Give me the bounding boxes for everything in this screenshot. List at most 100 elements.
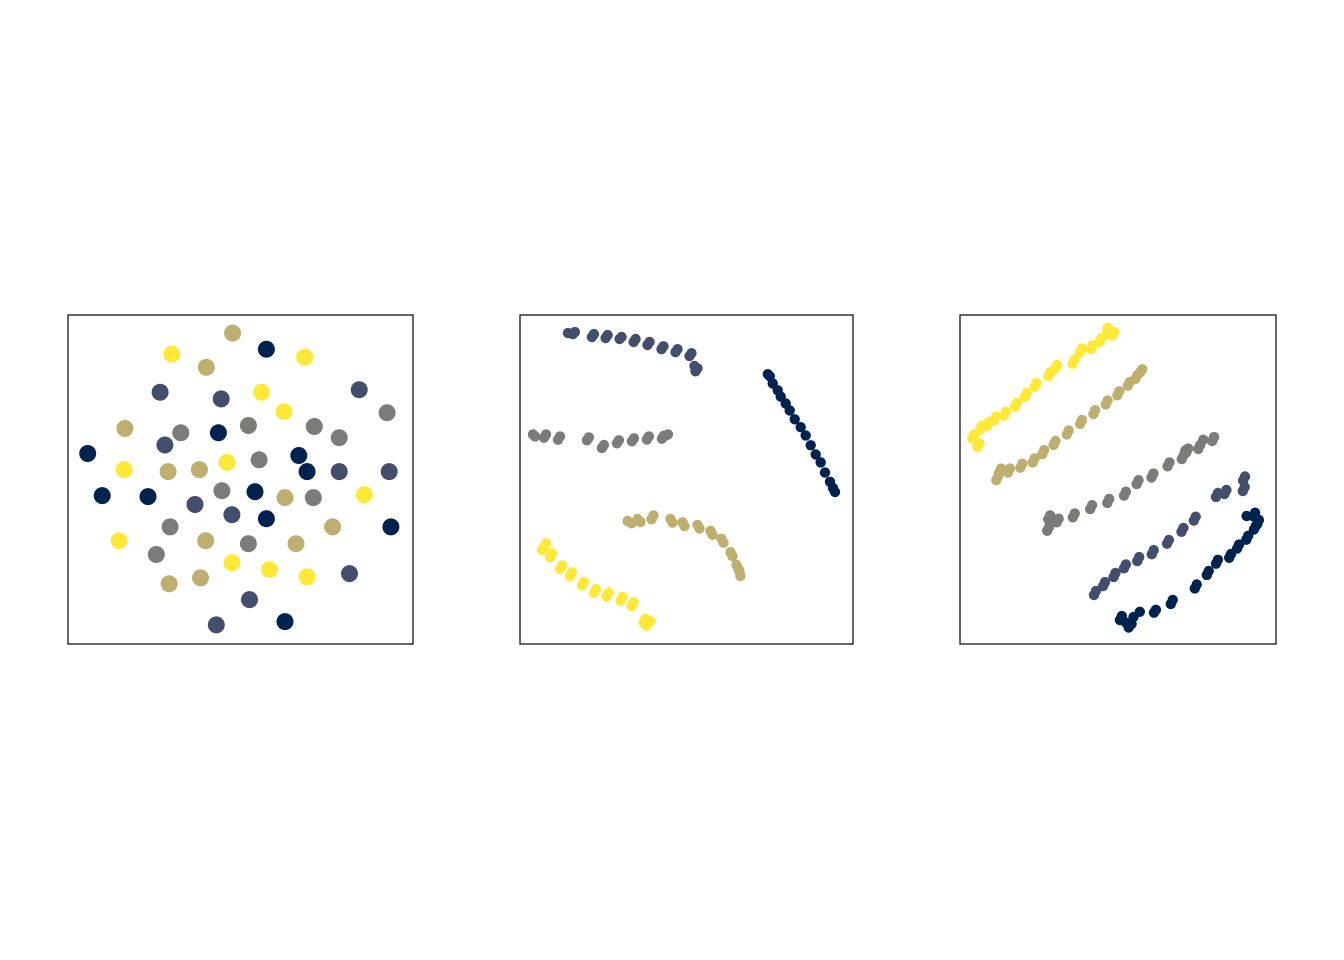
scatter-point-slate-17	[1191, 512, 1201, 522]
scatter-point-slate-4	[589, 329, 599, 339]
scatter-point-khaki-13	[707, 530, 717, 540]
scatter-point-navy-10	[1168, 595, 1178, 605]
scatter-point-khaki-9	[161, 575, 178, 592]
axes-frame	[960, 315, 1276, 644]
scatter-point-gray-1	[530, 431, 540, 441]
scatter-point-gray-10	[148, 546, 165, 563]
scatter-point-khaki-13	[1050, 436, 1060, 446]
scatter-point-yellow-11	[1001, 407, 1011, 417]
scatter-point-yellow-14	[603, 588, 613, 598]
scatter-point-khaki-2	[116, 420, 133, 437]
scatter-point-khaki-11	[1039, 445, 1049, 455]
scatter-point-navy-9	[382, 518, 399, 535]
scatter-point-khaki-17	[1077, 415, 1087, 425]
scatter-point-khaki-7	[667, 517, 677, 527]
scatter-point-gray-3	[172, 424, 189, 441]
scatter-point-khaki-9	[679, 521, 689, 531]
scatter-point-yellow-18	[628, 597, 638, 607]
scatter-point-khaki-1	[198, 359, 215, 376]
scatter-panel-3	[960, 315, 1276, 644]
scatter-point-navy-12	[1192, 579, 1202, 589]
scatter-point-gray-5	[1053, 514, 1063, 524]
scatter-point-slate-3	[156, 437, 173, 454]
scatter-point-gray-11	[1104, 494, 1114, 504]
scatter-point-gray-15	[1133, 475, 1143, 485]
scatter-point-khaki-0	[224, 325, 241, 342]
scatter-point-navy-16	[1213, 555, 1223, 565]
scatter-point-slate-2	[570, 327, 580, 337]
scatter-point-navy-10	[806, 440, 816, 450]
scatter-point-slate-15	[1178, 523, 1188, 533]
scatter-point-slate-6	[602, 330, 612, 340]
scatter-point-gray-6	[213, 482, 230, 499]
scatter-point-khaki-19	[1090, 405, 1100, 415]
scatter-point-khaki-3	[160, 463, 177, 480]
scatter-point-gray-29	[1181, 447, 1191, 457]
scatter-point-navy-6	[1135, 607, 1145, 617]
scatter-point-gray-13	[629, 433, 639, 443]
scatter-point-slate-18	[686, 348, 696, 358]
scatter-point-yellow-16	[617, 592, 627, 602]
scatter-point-yellow-12	[591, 584, 601, 594]
scatter-point-slate-0	[152, 384, 169, 401]
scatter-point-khaki-21	[1102, 395, 1112, 405]
scatter-point-slate-8	[616, 332, 626, 342]
scatter-point-khaki-6	[324, 518, 341, 535]
scatter-point-slate-7	[1121, 559, 1131, 569]
scatter-point-yellow-4	[547, 548, 557, 558]
scatter-point-navy-16	[830, 487, 840, 497]
scatter-point-yellow-21	[1052, 360, 1062, 370]
scatter-point-yellow-6	[356, 486, 373, 503]
scatter-point-slate-16	[672, 344, 682, 354]
scatter-point-yellow-2	[253, 384, 270, 401]
scatter-point-slate-6	[187, 496, 204, 513]
scatter-point-gray-9	[1087, 500, 1097, 510]
scatter-point-navy-8	[1151, 605, 1161, 615]
scatter-point-navy-7	[247, 483, 264, 500]
scatter-point-yellow-10	[299, 568, 316, 585]
scatter-point-yellow-3	[276, 403, 293, 420]
scatter-point-yellow-34	[1102, 323, 1112, 333]
scatter-point-slate-21	[1221, 485, 1231, 495]
scatter-point-slate-14	[658, 341, 668, 351]
scatter-point-navy-0	[79, 445, 96, 462]
scatter-point-slate-13	[1164, 535, 1174, 545]
scatter-point-khaki-5	[277, 489, 294, 506]
scatter-point-khaki-4	[191, 461, 208, 478]
scatter-point-gray-5	[555, 431, 565, 441]
scatter-point-navy-6	[299, 463, 316, 480]
scatter-point-gray-3	[541, 429, 551, 439]
scatter-point-gray-13	[1121, 487, 1131, 497]
scatter-point-slate-9	[1134, 552, 1144, 562]
scatter-point-gray-7	[584, 432, 594, 442]
scatter-point-yellow-5	[219, 454, 236, 471]
scatter-point-khaki-8	[288, 535, 305, 552]
scatter-point-slate-7	[223, 506, 240, 523]
scatter-point-slate-4	[331, 463, 348, 480]
scatter-point-gray-5	[251, 451, 268, 468]
scatter-point-yellow-8	[223, 554, 240, 571]
scatter-point-slate-2	[351, 381, 368, 398]
scatter-point-yellow-2	[537, 545, 547, 555]
scatter-point-yellow-17	[1031, 378, 1041, 388]
scatter-point-khaki-7	[197, 532, 214, 549]
scatter-point-khaki-29	[1137, 364, 1147, 374]
scatter-point-khaki-7	[1017, 459, 1027, 469]
scatter-point-gray-17	[1148, 468, 1158, 478]
scatter-panel-2	[520, 315, 853, 644]
scatter-point-khaki-5	[648, 510, 658, 520]
scatter-point-navy-6	[785, 405, 795, 415]
scatter-point-navy-2	[140, 488, 157, 505]
scatter-point-slate-1	[213, 390, 230, 407]
axes-frame	[520, 315, 853, 644]
scatter-point-khaki-23	[1114, 386, 1124, 396]
scatter-point-gray-9	[599, 440, 609, 450]
scatter-point-gray-25	[1209, 432, 1219, 442]
scatter-point-navy-3	[258, 341, 275, 358]
axes-frame	[68, 315, 413, 644]
scatter-point-slate-10	[630, 334, 640, 344]
scatter-point-gray-2	[306, 418, 323, 435]
scatter-point-gray-4	[331, 429, 348, 446]
scatter-point-slate-25	[1240, 471, 1250, 481]
